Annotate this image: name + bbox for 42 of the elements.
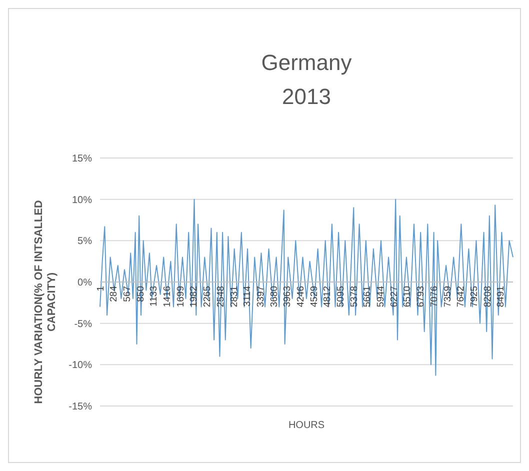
x-tick-label: 4812 (322, 286, 334, 308)
x-tick-label: 6793 (416, 286, 427, 308)
x-tick-label: 1699 (175, 286, 186, 308)
chart-subtitle: 2013 (282, 84, 331, 109)
x-tick-label: 7359 (442, 286, 454, 308)
y-tick-label: -5% (74, 318, 92, 330)
x-axis-title: HOURS (288, 420, 325, 431)
y-tick-label: 0% (78, 278, 92, 288)
x-tick-label: 2831 (228, 286, 240, 308)
x-tick-label: 5661 (362, 286, 374, 308)
y-tick-label: -15% (68, 402, 92, 412)
x-tick-label: 1416 (162, 286, 174, 308)
y-axis-title: HOURLY VARIATION(% OF INTSALLED CAPACITY) (33, 200, 58, 404)
x-tick-label: 8491 (496, 286, 507, 308)
x-tick-label: 7076 (428, 286, 440, 308)
x-tick-label: 4246 (295, 286, 306, 308)
x-tick-label: 1982 (188, 286, 200, 308)
x-tick-label: 3963 (282, 286, 294, 308)
x-tick-label: 5378 (348, 286, 360, 308)
y-tick-label: 15% (72, 154, 92, 164)
x-tick-label: 3397 (255, 286, 266, 308)
x-tick-label: 7925 (468, 286, 480, 308)
chart-title: Germany (261, 50, 352, 75)
y-tick-label: 10% (72, 194, 92, 206)
x-tick-label: 5944 (376, 286, 387, 308)
y-tick-label: 5% (78, 236, 92, 248)
x-tick-label: 567 (122, 286, 134, 302)
x-tick-label: 4529 (308, 286, 320, 308)
x-tick-label: 2265 (202, 286, 214, 308)
y-tick-label: -10% (68, 360, 92, 372)
x-tick-label: 6227 (388, 286, 400, 308)
x-tick-label: 284 (108, 286, 120, 302)
x-tick-label: 1133 (148, 286, 160, 306)
x-tick-label: 7642 (456, 286, 467, 308)
x-tick-label: 3114 (242, 286, 254, 306)
x-tick-label: 3680 (268, 286, 280, 308)
x-tick-label: 6510 (402, 286, 414, 308)
x-tick-label: 1 (95, 286, 106, 292)
x-tick-label: 8208 (482, 286, 494, 308)
x-tick-label: 850 (135, 286, 146, 302)
x-tick-label: 5095 (336, 286, 347, 308)
x-tick-label: 2548 (215, 286, 226, 308)
